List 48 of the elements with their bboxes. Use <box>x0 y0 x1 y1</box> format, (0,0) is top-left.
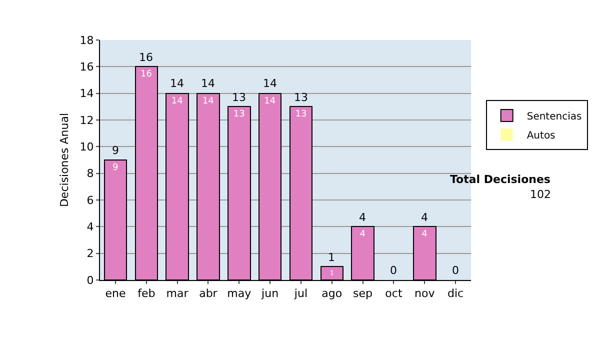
total-label: 13 <box>232 91 246 104</box>
data-label: 13 <box>233 110 245 120</box>
y-tick-label: 12 <box>80 114 94 127</box>
x-tick-label: jun <box>260 287 279 300</box>
x-tick-label: ago <box>322 287 342 300</box>
y-tick-label: 6 <box>86 194 94 207</box>
x-tick-label: dic <box>447 287 464 300</box>
total-label: 0 <box>452 264 459 277</box>
x-tick-label: nov <box>414 287 436 300</box>
total-label: 0 <box>390 264 397 277</box>
y-tick-label: 4 <box>86 220 94 234</box>
total-label: 4 <box>359 211 366 224</box>
x-tick-label: abr <box>199 287 218 300</box>
text: 102 <box>530 188 551 201</box>
x-tick-label: may <box>227 287 252 300</box>
total-label: 4 <box>421 211 428 224</box>
data-label: 4 <box>422 230 428 240</box>
x-tick-label: mar <box>166 287 189 300</box>
total-label: 16 <box>139 51 153 64</box>
legend-label: Sentencias <box>526 111 582 122</box>
x-tick-label: jul <box>293 287 308 300</box>
x-tick-label: ene <box>105 287 126 300</box>
y-tick-label: 2 <box>86 247 94 260</box>
legend-label: Autos <box>526 130 556 142</box>
total-label: 1 <box>328 251 335 264</box>
data-label: 4 <box>360 230 366 240</box>
data-label: 14 <box>264 96 276 106</box>
total-label: 14 <box>201 77 215 90</box>
y-axis-title: Decisiones Anual <box>58 112 71 208</box>
total-label: 13 <box>294 91 308 104</box>
data-label: 9 <box>112 163 118 173</box>
total-label: 14 <box>263 77 277 90</box>
data-label: 14 <box>171 96 184 106</box>
x-tick-label: oct <box>385 287 403 300</box>
total-label: 9 <box>112 144 119 157</box>
y-tick-label: 0 <box>86 274 94 287</box>
x-tick-label: feb <box>138 287 156 300</box>
y-tick-label: 10 <box>80 140 94 154</box>
y-tick-label: 8 <box>86 167 94 180</box>
y-tick-label: 18 <box>80 34 94 47</box>
data-label: 16 <box>140 70 152 80</box>
total-label: 14 <box>170 77 184 90</box>
x-tick-label: sep <box>353 287 373 300</box>
data-label: 14 <box>202 96 214 106</box>
y-tick-label: 14 <box>80 87 94 100</box>
annotation: Total Decisiones <box>450 173 551 186</box>
y-tick-label: 16 <box>80 60 94 74</box>
data-label: 13 <box>295 110 307 120</box>
